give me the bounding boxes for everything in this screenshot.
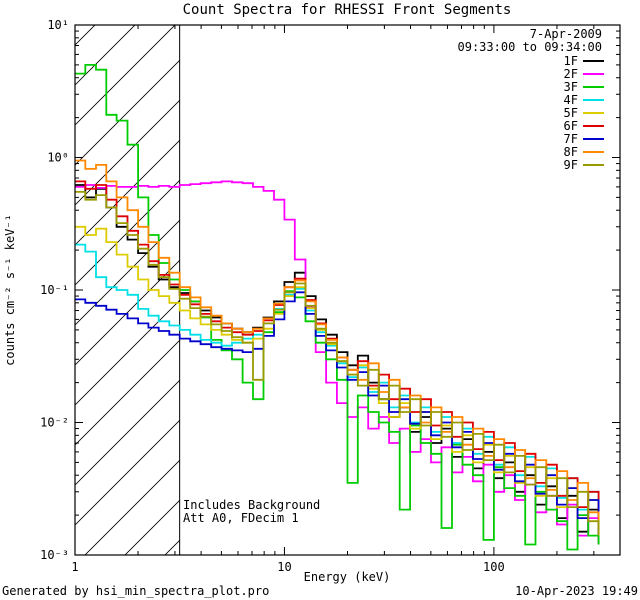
series-9F [75,191,600,536]
x-axis-label: Energy (keV) [304,570,391,584]
x-tick-label: 10 [277,560,291,574]
y-tick-label: 10⁻² [40,416,69,430]
y-tick-label: 10¹ [47,18,69,32]
y-tick-label: 10⁰ [47,151,69,165]
y-tick-label: 10⁻¹ [40,283,69,297]
legend-label-8F: 8F [564,145,578,159]
footer-timestamp: 10-Apr-2023 19:49 [515,584,638,598]
legend-label-7F: 7F [564,132,578,146]
legend-label-2F: 2F [564,67,578,81]
y-axis-label: counts cm⁻² s⁻¹ keV⁻¹ [3,214,17,366]
legend-label-5F: 5F [564,106,578,120]
legend-label-6F: 6F [564,119,578,133]
legend-label-3F: 3F [564,80,578,94]
obs-date: 7-Apr-2009 [530,27,602,41]
x-tick-label: 100 [483,560,505,574]
series-3F [75,64,600,551]
annotation-attenuator: Att A0, FDecim 1 [183,511,299,525]
legend-label-4F: 4F [564,93,578,107]
footer-credit: Generated by hsi_min_spectra_plot.pro [2,584,269,598]
x-tick-label: 1 [71,560,78,574]
y-tick-label: 10⁻³ [40,548,69,562]
legend-label-1F: 1F [564,54,578,68]
plot-title: Count Spectra for RHESSI Front Segments [183,2,512,18]
legend-label-9F: 9F [564,158,578,172]
plot-frame [74,24,621,556]
annotation-background: Includes Background [183,498,320,512]
obs-interval: 09:33:00 to 09:34:00 [458,40,603,54]
